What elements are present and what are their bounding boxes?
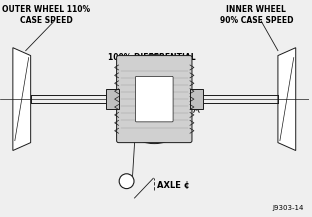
Polygon shape <box>278 48 296 151</box>
Bar <box>190 89 203 109</box>
Text: 100% DIFFERENTIAL
CASE SPEED: 100% DIFFERENTIAL CASE SPEED <box>109 53 196 72</box>
FancyBboxPatch shape <box>117 56 192 143</box>
Text: 1: 1 <box>124 177 129 186</box>
Polygon shape <box>13 48 31 151</box>
Ellipse shape <box>137 55 171 68</box>
Text: AXLE ¢: AXLE ¢ <box>157 181 190 190</box>
Bar <box>137 62 171 137</box>
Text: OUTER WHEEL 110%
CASE SPEED: OUTER WHEEL 110% CASE SPEED <box>2 5 90 25</box>
Ellipse shape <box>137 130 171 144</box>
FancyBboxPatch shape <box>135 76 173 122</box>
Text: J9303-14: J9303-14 <box>272 205 304 211</box>
Circle shape <box>119 174 134 189</box>
Text: INNER WHEEL
90% CASE SPEED: INNER WHEEL 90% CASE SPEED <box>220 5 293 25</box>
Bar <box>106 89 119 109</box>
